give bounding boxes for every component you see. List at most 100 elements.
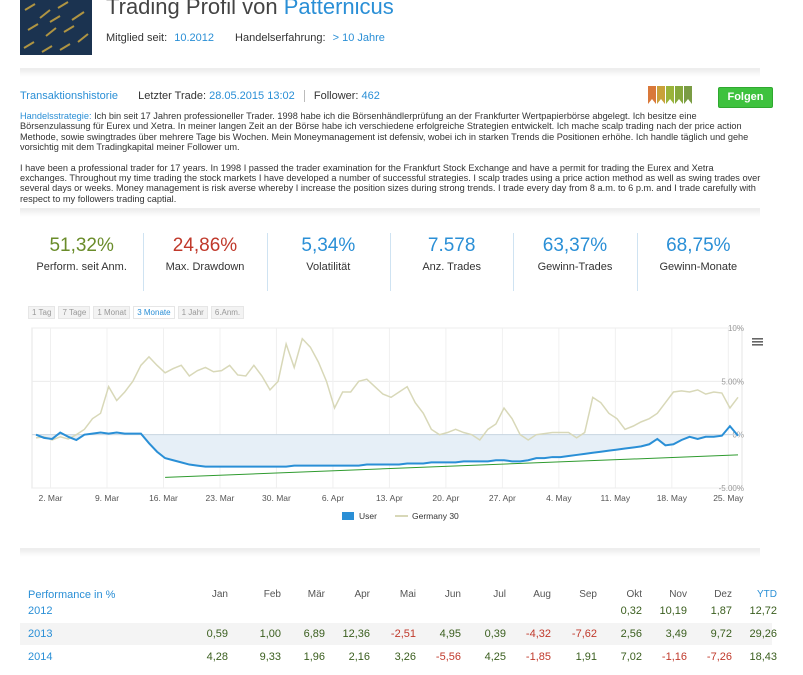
follower-count: 462 <box>361 90 380 102</box>
perf-cell: 10,19 <box>659 605 687 617</box>
perf-cell: 18,43 <box>749 651 777 663</box>
range-tab-1-jahr[interactable]: 1 Jahr <box>177 306 208 319</box>
x-tick-label: 23. Mar <box>206 493 235 503</box>
perf-year[interactable]: 2013 <box>28 628 53 640</box>
y-tick-label: 10% <box>728 324 744 333</box>
perf-year[interactable]: 2014 <box>28 651 53 663</box>
stat-5: 63,37% Gewinn-Trades <box>513 233 636 273</box>
range-tab-1-tag[interactable]: 1 Tag <box>28 306 56 319</box>
stat-value: 24,86% <box>172 235 238 256</box>
rating-ribbon-3 <box>666 86 674 104</box>
y-tick-label: 5.00% <box>721 377 744 386</box>
x-tick-label: 20. Apr <box>432 493 459 503</box>
rating-ribbon-1 <box>648 86 656 104</box>
perf-cell: 1,96 <box>303 651 325 663</box>
experience-value: > 10 Jahre <box>332 32 385 44</box>
perf-cell: 3,26 <box>394 651 416 663</box>
x-tick-label: 2. Mar <box>38 493 62 503</box>
avatar[interactable] <box>20 0 92 55</box>
rating-ribbon-2 <box>657 86 665 104</box>
perf-col-header: YTD <box>757 589 777 600</box>
stat-2: 24,86% Max. Drawdown <box>143 233 266 273</box>
range-tab-3-monate[interactable]: 3 Monate <box>133 306 175 319</box>
range-tab-6-anm-[interactable]: 6.Anm. <box>210 306 245 319</box>
stat-separator <box>143 233 145 291</box>
perf-cell: 3,49 <box>665 628 687 640</box>
perf-cell: 1,91 <box>575 651 597 663</box>
perf-cell: 0,32 <box>620 605 642 617</box>
perf-cell: 2,56 <box>620 628 642 640</box>
section-divider <box>20 548 760 557</box>
transaction-history-link[interactable]: Transaktionshistorie <box>20 90 119 102</box>
perf-cell: -4,32 <box>525 628 551 640</box>
username-link[interactable]: Patternicus <box>283 0 394 19</box>
perf-cell: 9,33 <box>259 651 281 663</box>
perf-cell: 2,16 <box>348 651 370 663</box>
stat-value: 5,34% <box>301 235 356 256</box>
avatar-image <box>20 0 92 55</box>
stat-separator <box>266 233 268 291</box>
stat-value: 51,32% <box>49 235 114 256</box>
performance-chart: 2. Mar 9. Mar 16. Mar 23. Mar 30. Mar 6. Apr 1… <box>20 318 765 533</box>
stat-label: Gewinn-Trades <box>537 261 613 273</box>
stat-label: Volatilität <box>306 261 351 273</box>
rating-ribbon-5 <box>684 86 692 104</box>
strategy-text-en: I have been a professional trader for 17… <box>20 162 761 204</box>
stat-value: 7.578 <box>427 235 476 256</box>
stat-separator <box>513 233 515 291</box>
chart-menu-icon <box>752 344 763 346</box>
strategy-text-de: Ich bin seit 17 Jahren professioneller T… <box>20 111 749 153</box>
x-tick-label: 18. May <box>657 493 688 503</box>
perf-header-row: Performance in % Jan Feb Mär Apr Mai Jun Jul Aug… <box>20 584 777 606</box>
perf-cell: 4,95 <box>439 628 461 640</box>
perf-cell: 6,89 <box>303 628 325 640</box>
perf-year[interactable]: 2012 <box>28 605 53 617</box>
perf-title: Performance in % <box>28 589 116 601</box>
perf-col-header: Dez <box>714 589 732 600</box>
member-meta: Mitglied seit: 10.2012 Handelserfahrung:… <box>106 32 389 44</box>
perf-col-header: Nov <box>669 589 687 600</box>
perf-cell: 4,28 <box>206 651 228 663</box>
x-tick-label: 25. May <box>713 493 744 503</box>
experience-label: Handelserfahrung: <box>235 32 326 44</box>
strategy-description: Handelsstrategie: Ich bin seit 17 Jahren… <box>20 111 762 214</box>
perf-col-header: Jun <box>444 589 461 600</box>
legend-germany30-label: Germany 30 <box>412 511 459 521</box>
legend-user-swatch <box>342 512 354 520</box>
info-bar: Transaktionshistorie Letzter Trade: 28.0… <box>20 90 380 103</box>
perf-cell: 0,59 <box>206 628 228 640</box>
chart-menu-icon <box>752 341 763 343</box>
x-tick-label: 4. May <box>546 493 572 503</box>
member-since-label: Mitglied seit: <box>106 32 168 44</box>
y-tick-label: -5.00% <box>719 484 744 493</box>
x-tick-label: 11. May <box>601 493 631 503</box>
user-area-fill <box>36 434 738 467</box>
section-divider <box>20 68 760 77</box>
x-tick-label: 30. Mar <box>262 493 291 503</box>
perf-cell: 1,00 <box>259 628 281 640</box>
perf-col-header: Apr <box>354 589 370 600</box>
range-tab-1-monat[interactable]: 1 Monat <box>93 306 131 319</box>
stat-label: Perform. seit Anm. <box>36 261 127 273</box>
rating-ribbon-4 <box>675 86 683 104</box>
perf-col-header: Mär <box>307 589 325 600</box>
perf-row-2013: 2013 0,59 1,00 6,89 12,36 -2,51 4,95 0,39 -4,32 -… <box>20 623 777 645</box>
perf-col-header: Okt <box>626 589 642 600</box>
stat-label: Max. Drawdown <box>165 261 245 273</box>
perf-cell: -1,16 <box>661 651 687 663</box>
trend-line <box>165 454 739 478</box>
rating-ribbons <box>648 86 693 109</box>
perf-row-2012: 2012 0,32 10,19 1,87 12,72 <box>20 600 777 622</box>
stat-value: 68,75% <box>666 235 731 256</box>
follow-button[interactable]: Folgen <box>718 87 773 108</box>
range-tab-7-tage[interactable]: 7 Tage <box>58 306 91 319</box>
x-tick-label: 16. Mar <box>149 493 178 503</box>
stat-6: 68,75% Gewinn-Monate <box>637 233 760 273</box>
chart-svg: 2. Mar 9. Mar 16. Mar 23. Mar 30. Mar 6. Apr 1… <box>31 324 763 521</box>
x-tick-label: 27. Apr <box>489 493 516 503</box>
stat-separator <box>390 233 391 291</box>
stats-row: 51,32% Perform. seit Anm. 24,86% Max. Drawd… <box>20 233 760 291</box>
perf-cell: 4,25 <box>484 651 506 663</box>
title-prefix: Trading Profil von <box>106 0 278 19</box>
section-divider <box>20 208 760 217</box>
